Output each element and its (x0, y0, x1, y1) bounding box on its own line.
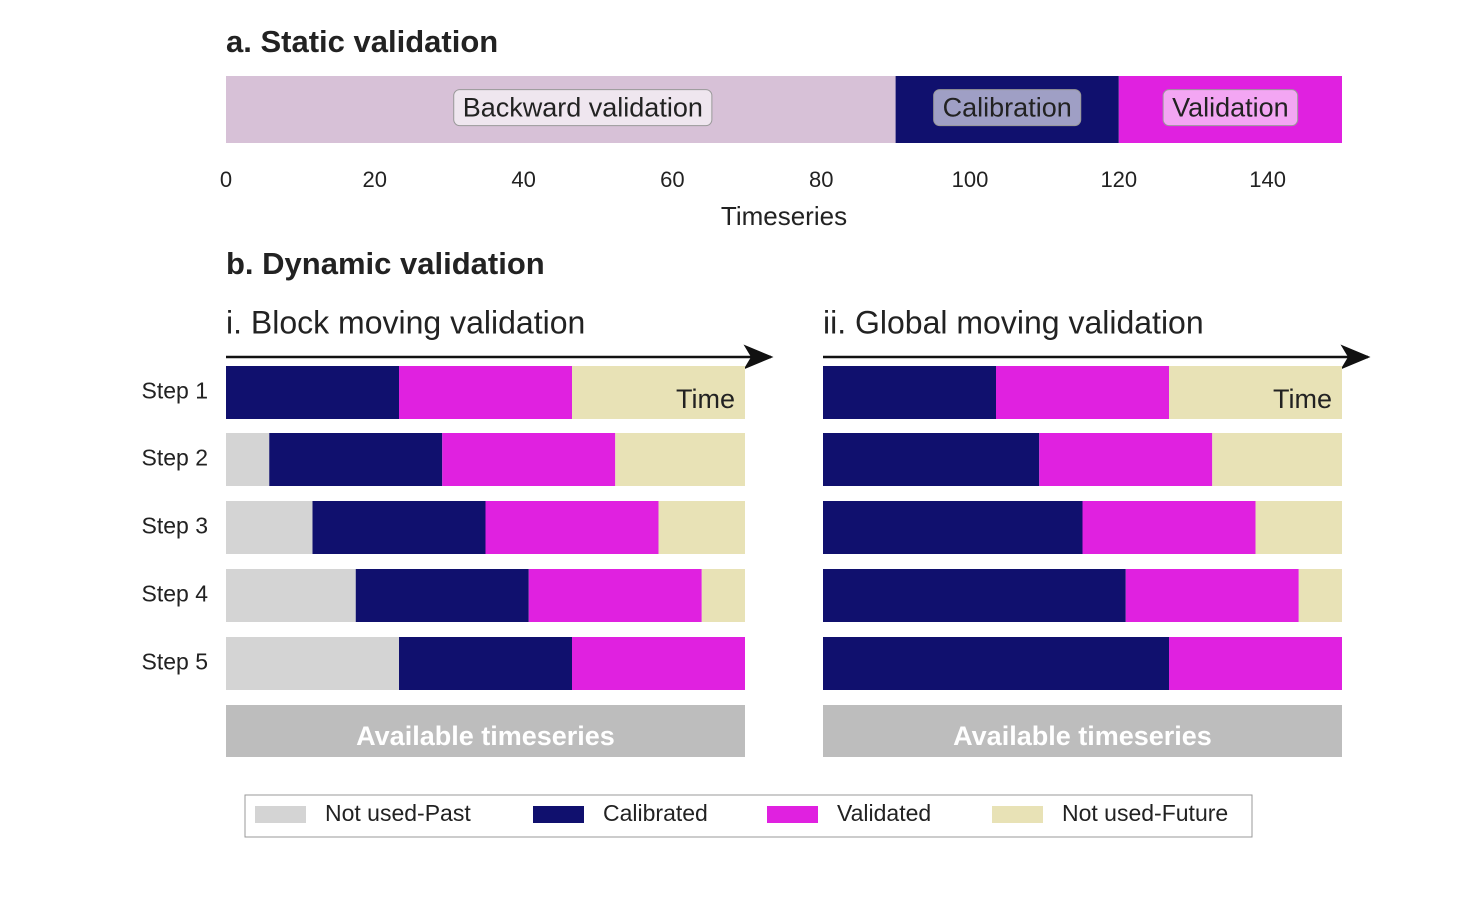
segment (823, 366, 996, 419)
segment-label-group: Calibration (933, 89, 1082, 127)
segment (1039, 433, 1213, 486)
segment (572, 366, 745, 419)
x-tick-label: 20 (363, 167, 387, 192)
segment (528, 569, 702, 622)
segment (823, 569, 1126, 622)
segment (1169, 366, 1342, 419)
available-label: Available timeseries (356, 721, 615, 751)
segment (226, 501, 313, 554)
segment (1169, 637, 1342, 690)
available-box (226, 705, 745, 757)
legend-swatch (992, 806, 1043, 823)
label-box (933, 89, 1082, 127)
segment (226, 433, 270, 486)
step-label: Step 5 (142, 649, 209, 675)
legend-label: Validated (837, 800, 931, 826)
time-label: Time (676, 384, 735, 414)
label-box (453, 89, 713, 127)
x-tick-label: 80 (809, 167, 833, 192)
segment (226, 366, 399, 419)
segment (615, 433, 745, 486)
segment-label: Calibration (943, 93, 1072, 123)
segment-label: Backward validation (463, 93, 703, 123)
segment (399, 366, 572, 419)
segment (226, 637, 399, 690)
legend-swatch (255, 806, 306, 823)
segment (1298, 569, 1342, 622)
legend-label: Not used-Future (1062, 800, 1228, 826)
x-axis-label: Timeseries (721, 201, 847, 231)
section-title: b. Dynamic validation (226, 246, 545, 281)
segment (442, 433, 616, 486)
legend-box (244, 794, 1253, 838)
segment (1082, 501, 1256, 554)
panel-subtitle: ii. Global moving validation (823, 304, 1204, 340)
segment (823, 433, 1040, 486)
time-label: Time (1273, 384, 1332, 414)
step-label: Step 1 (142, 378, 209, 404)
x-tick-label: 140 (1249, 167, 1286, 192)
segment (1125, 569, 1299, 622)
segment (312, 501, 486, 554)
step-label: Step 4 (142, 581, 209, 607)
segment (1255, 501, 1342, 554)
segment-label-group: Backward validation (453, 89, 713, 127)
legend-swatch (767, 806, 818, 823)
x-tick-label: 0 (220, 167, 232, 192)
segment (399, 637, 572, 690)
x-tick-label: 120 (1100, 167, 1137, 192)
available-box (823, 705, 1342, 757)
segment (1212, 433, 1342, 486)
step-label: Step 3 (142, 513, 209, 539)
segment (996, 366, 1169, 419)
segment (226, 569, 356, 622)
segment (572, 637, 745, 690)
segment (823, 501, 1083, 554)
x-tick-label: 100 (952, 167, 989, 192)
legend-label: Not used-Past (325, 800, 471, 826)
panel-subtitle: i. Block moving validation (226, 304, 585, 340)
legend-label: Calibrated (603, 800, 708, 826)
segment (658, 501, 745, 554)
segment (269, 433, 443, 486)
segment-label-group: Validation (1162, 89, 1299, 127)
segment (485, 501, 659, 554)
segment (701, 569, 745, 622)
segment (823, 637, 1169, 690)
step-label: Step 2 (142, 445, 209, 471)
segment-label: Validation (1172, 93, 1289, 123)
x-tick-label: 60 (660, 167, 684, 192)
legend-swatch (533, 806, 584, 823)
available-label: Available timeseries (953, 721, 1212, 751)
segment (355, 569, 529, 622)
panel-title: a. Static validation (226, 24, 498, 59)
label-box (1162, 89, 1299, 127)
x-tick-label: 40 (511, 167, 535, 192)
